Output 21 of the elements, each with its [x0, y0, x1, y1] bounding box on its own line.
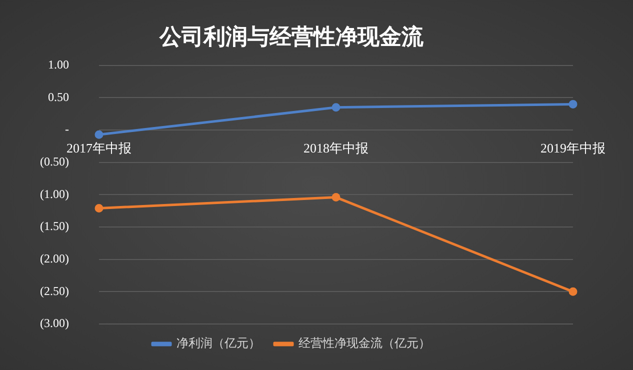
y-tick-label: 1.00: [48, 58, 69, 72]
y-tick-label: (1.00): [40, 186, 69, 201]
point: [332, 103, 340, 112]
chart-title: 公司利润与经营性净现金流: [158, 24, 424, 50]
point: [94, 130, 104, 139]
point: [568, 100, 578, 108]
y-tick-label: 0.50: [48, 90, 69, 104]
legend-label: 净利润（亿元）: [176, 336, 260, 350]
x-tick-label: 2018年中报: [303, 140, 368, 156]
y-tick-label: (2.00): [40, 252, 69, 266]
legend-label: 经营性净现金流（亿元）: [298, 336, 430, 350]
x-tick-label: 2019年中报: [540, 140, 606, 156]
x-tick-label: 2017年中报: [66, 140, 132, 156]
y-tick-label: (3.00): [40, 316, 69, 330]
y-tick-label: (1.50): [40, 219, 69, 234]
point: [94, 204, 104, 213]
point: [568, 287, 578, 296]
y-tick-label: (2.50): [40, 284, 69, 298]
point: [332, 193, 340, 202]
y-tick-label: -: [64, 122, 69, 136]
y-tick-label: (0.50): [40, 154, 69, 169]
